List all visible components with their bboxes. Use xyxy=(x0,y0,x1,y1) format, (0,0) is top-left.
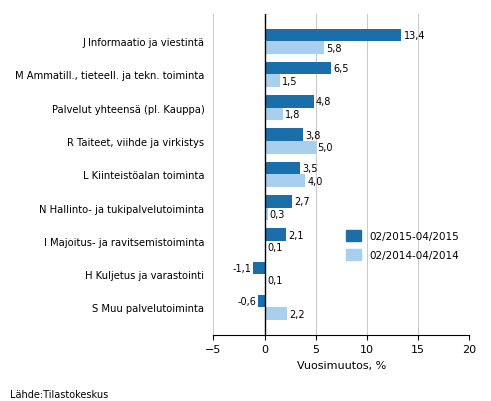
Bar xyxy=(265,274,266,287)
Text: 2,7: 2,7 xyxy=(294,197,310,207)
Text: -1,1: -1,1 xyxy=(232,263,251,273)
Bar xyxy=(265,75,280,88)
Bar xyxy=(265,308,287,320)
Text: 5,0: 5,0 xyxy=(318,143,333,153)
Text: 0,1: 0,1 xyxy=(268,276,283,286)
Bar xyxy=(265,63,331,75)
Text: 1,8: 1,8 xyxy=(285,110,300,120)
Bar xyxy=(265,96,314,109)
Text: 4,8: 4,8 xyxy=(316,97,331,107)
Text: 2,1: 2,1 xyxy=(288,230,303,240)
Bar xyxy=(265,129,303,142)
Bar xyxy=(265,229,286,241)
Text: 1,5: 1,5 xyxy=(282,77,298,87)
Bar xyxy=(265,142,316,154)
Text: 2,2: 2,2 xyxy=(289,309,305,319)
Text: 5,8: 5,8 xyxy=(326,43,341,53)
Bar xyxy=(265,195,292,208)
Bar xyxy=(258,295,265,308)
Bar xyxy=(265,241,266,254)
Bar xyxy=(265,162,300,175)
Text: 13,4: 13,4 xyxy=(404,31,425,41)
X-axis label: Vuosimuutos, %: Vuosimuutos, % xyxy=(297,360,386,370)
Text: 0,1: 0,1 xyxy=(268,243,283,253)
Legend: 02/2015-04/2015, 02/2014-04/2014: 02/2015-04/2015, 02/2014-04/2014 xyxy=(342,226,464,264)
Text: -0,6: -0,6 xyxy=(238,296,256,306)
Bar xyxy=(265,109,283,121)
Bar xyxy=(265,30,402,42)
Bar xyxy=(265,42,324,55)
Bar xyxy=(265,208,268,221)
Bar xyxy=(265,175,305,188)
Text: 3,5: 3,5 xyxy=(302,164,318,174)
Text: Lähde:Tilastokeskus: Lähde:Tilastokeskus xyxy=(10,389,108,399)
Bar xyxy=(253,262,265,274)
Text: 6,5: 6,5 xyxy=(333,64,349,74)
Text: 0,3: 0,3 xyxy=(270,209,285,219)
Text: 3,8: 3,8 xyxy=(305,130,321,140)
Text: 4,0: 4,0 xyxy=(307,176,323,186)
